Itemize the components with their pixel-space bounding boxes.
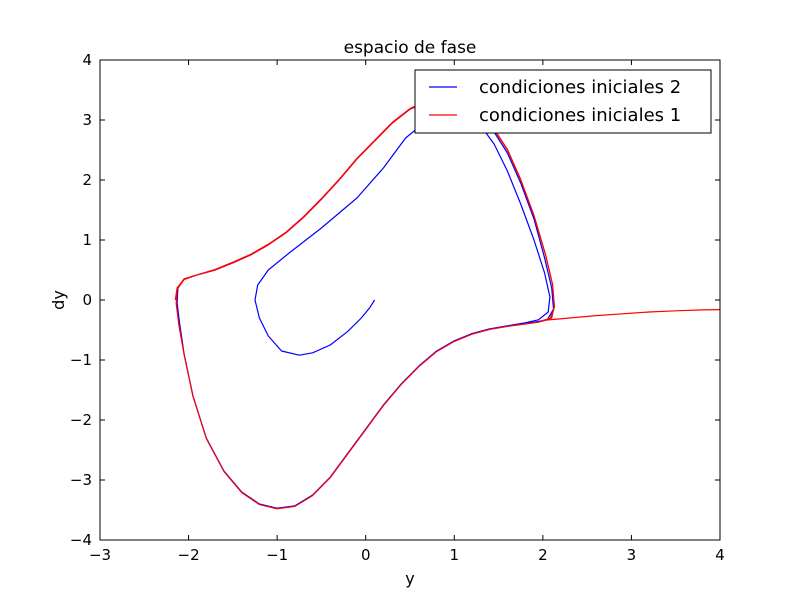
x-tick-label: 3 [627, 546, 637, 564]
y-tick-label: −2 [70, 411, 92, 429]
chart-title: espacio de fase [344, 38, 477, 58]
legend-box [414, 69, 712, 134]
legend-label-condiciones-iniciales-2: condiciones iniciales 2 [479, 77, 681, 98]
y-tick-label: −3 [70, 471, 92, 489]
y-tick-label: −4 [70, 531, 92, 549]
legend: condiciones iniciales 2 condiciones inic… [414, 69, 712, 134]
x-axis-label: y [405, 569, 414, 588]
x-tick-label: −3 [89, 546, 111, 564]
x-tick-label: 4 [715, 546, 725, 564]
x-tick-label: 1 [450, 546, 460, 564]
y-tick-label: 2 [82, 171, 92, 189]
x-tick-label: −1 [266, 546, 288, 564]
y-tick-label: 1 [82, 231, 92, 249]
x-tick-label: 0 [361, 546, 371, 564]
y-tick-label: −1 [70, 351, 92, 369]
series-line-condiciones-iniciales-1 [174, 99, 720, 510]
x-tick-label: 2 [538, 546, 548, 564]
x-tick-label: −2 [178, 546, 200, 564]
y-tick-label: 3 [82, 111, 92, 129]
y-axis-label: dy [49, 290, 68, 310]
y-tick-label: 0 [82, 291, 92, 309]
y-tick-label: 4 [82, 51, 92, 69]
legend-label-condiciones-iniciales-1: condiciones iniciales 1 [479, 105, 681, 126]
